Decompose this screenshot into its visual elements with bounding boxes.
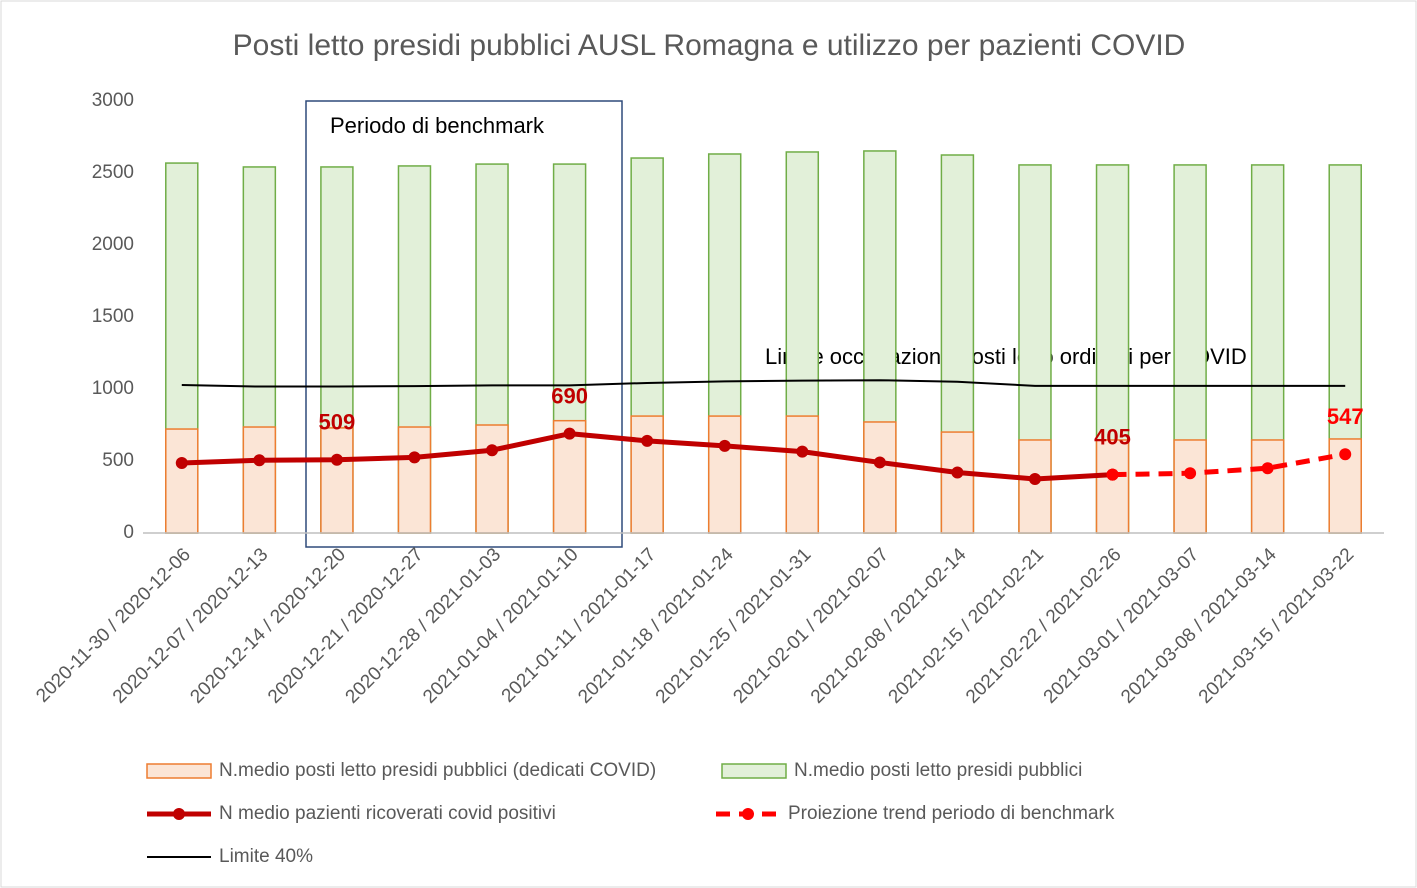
data-label: 547 bbox=[1327, 404, 1364, 429]
data-label: 509 bbox=[319, 410, 356, 435]
line bbox=[1112, 451, 1346, 478]
marker bbox=[1339, 448, 1352, 461]
bar bbox=[242, 426, 277, 534]
chart-title: Posti letto presidi pubblici AUSL Romagn… bbox=[233, 29, 1186, 62]
marker bbox=[1028, 473, 1041, 485]
bar bbox=[785, 415, 820, 534]
marker bbox=[1261, 462, 1274, 475]
bar bbox=[1250, 439, 1285, 534]
y-tick-label: 0 bbox=[123, 522, 134, 543]
legend-label: N.medio posti letto presidi pubblici (de… bbox=[219, 760, 656, 781]
legend-swatch bbox=[146, 763, 212, 779]
bar bbox=[552, 419, 587, 534]
marker bbox=[175, 457, 188, 470]
marker bbox=[486, 444, 499, 457]
bar bbox=[397, 426, 432, 534]
marker bbox=[1106, 468, 1119, 481]
bar bbox=[940, 431, 975, 534]
legend-label: Limite 40% bbox=[219, 846, 313, 867]
bar bbox=[863, 421, 897, 534]
legend-label: N.medio posti letto presidi pubblici bbox=[794, 760, 1082, 781]
y-tick-label: 2000 bbox=[92, 234, 134, 255]
bar bbox=[165, 428, 199, 534]
legend-marker bbox=[173, 808, 185, 820]
marker bbox=[641, 434, 654, 447]
bar bbox=[707, 415, 742, 534]
marker bbox=[796, 445, 809, 458]
marker bbox=[873, 456, 886, 469]
marker bbox=[951, 466, 964, 479]
legend-swatch bbox=[721, 763, 787, 779]
marker bbox=[718, 439, 731, 452]
line bbox=[181, 379, 1346, 388]
y-tick-label: 500 bbox=[102, 450, 134, 471]
bar bbox=[630, 415, 664, 534]
y-tick-label: 1500 bbox=[92, 306, 134, 327]
bar bbox=[1173, 439, 1207, 534]
data-label: 405 bbox=[1094, 424, 1131, 449]
bar bbox=[320, 427, 354, 534]
marker bbox=[563, 427, 576, 440]
bar bbox=[1095, 439, 1130, 534]
legend-label: N medio pazienti ricoverati covid positi… bbox=[219, 803, 556, 824]
bar bbox=[475, 424, 509, 534]
marker bbox=[408, 451, 421, 464]
annotation: Limite occupazione posti letto ordinari … bbox=[765, 344, 1247, 369]
y-tick-label: 3000 bbox=[92, 90, 134, 111]
marker bbox=[1184, 467, 1197, 480]
bar bbox=[1018, 439, 1052, 534]
y-tick-label: 1000 bbox=[92, 378, 134, 399]
legend-marker bbox=[742, 808, 754, 820]
benchmark-box bbox=[305, 100, 623, 548]
y-tick-label: 2500 bbox=[92, 162, 134, 183]
data-label: 690 bbox=[551, 383, 588, 408]
marker bbox=[253, 454, 266, 467]
annotation: Periodo di benchmark bbox=[330, 113, 545, 138]
legend-label: Proiezione trend periodo di benchmark bbox=[788, 803, 1115, 824]
marker bbox=[330, 453, 343, 466]
